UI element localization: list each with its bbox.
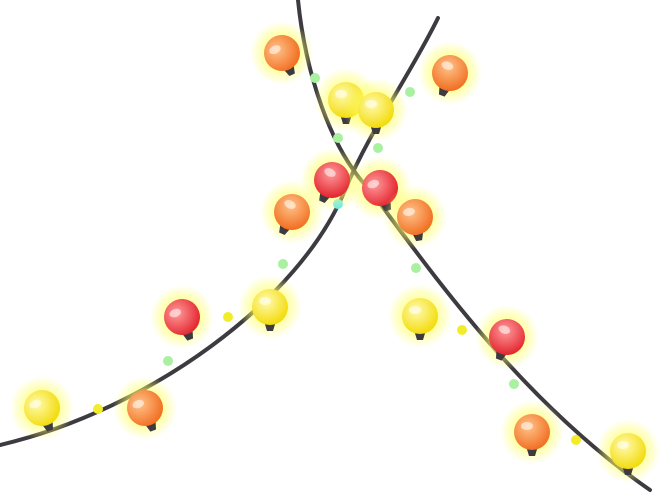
wire-dot [93, 404, 103, 414]
bulb-orange [383, 185, 447, 249]
bulb-yellow [344, 78, 408, 142]
bulb-highlight [169, 308, 182, 318]
bulb-glass [24, 390, 60, 426]
bulb-highlight [498, 325, 511, 334]
bulb-highlight [259, 297, 271, 305]
bulb-orange [250, 21, 314, 85]
bulb-highlight [284, 200, 296, 209]
bulb-highlight [521, 422, 533, 430]
bulb-highlight [29, 399, 42, 409]
wire-dot [411, 263, 421, 273]
bulb-glass [402, 298, 438, 334]
bulb-glass [358, 92, 394, 128]
wire-dot [509, 379, 519, 389]
wire-dot [223, 312, 233, 322]
wire-dot [310, 73, 320, 83]
bulb-glass [164, 299, 200, 335]
wire-dot [571, 435, 581, 445]
bulb-glass [610, 433, 646, 469]
bulb-glass [274, 194, 310, 230]
bulb-orange [418, 41, 482, 105]
bulb-highlight [365, 100, 377, 108]
bulb-highlight [403, 207, 415, 217]
bulb-yellow [596, 419, 660, 483]
bulb-highlight [367, 179, 380, 189]
bulb-glass [514, 414, 550, 450]
bulb-highlight [132, 399, 145, 409]
bulb-highlight [335, 90, 347, 98]
wire-dots [93, 73, 581, 445]
bulb-yellow [238, 275, 302, 339]
wire-dot [373, 143, 383, 153]
bulb-red [475, 305, 539, 369]
bulb-highlight [617, 441, 629, 449]
bulb-glass [252, 289, 288, 325]
bulb-glass [264, 35, 300, 71]
bulb-highlight [409, 306, 421, 314]
bulb-yellow [388, 284, 452, 348]
bulbs [10, 21, 660, 483]
bulb-orange [113, 376, 177, 440]
bulb-glass [127, 390, 163, 426]
bulb-highlight [269, 45, 281, 55]
bulb-glass [489, 319, 525, 355]
bulb-glass [314, 162, 350, 198]
bulb-highlight [441, 61, 454, 70]
wire-dot [163, 356, 173, 366]
wire-dot [278, 259, 288, 269]
bulb-orange [260, 180, 324, 244]
bulb-glass [397, 199, 433, 235]
bulb-glass [432, 55, 468, 91]
bulb-glass [362, 170, 398, 206]
bulb-red [150, 285, 214, 349]
bulb-orange [500, 400, 564, 464]
wire-dot [405, 87, 415, 97]
wire-dot [457, 325, 467, 335]
wire-dot [333, 133, 343, 143]
bulb-yellow [10, 376, 74, 440]
bulb-highlight [324, 168, 336, 177]
